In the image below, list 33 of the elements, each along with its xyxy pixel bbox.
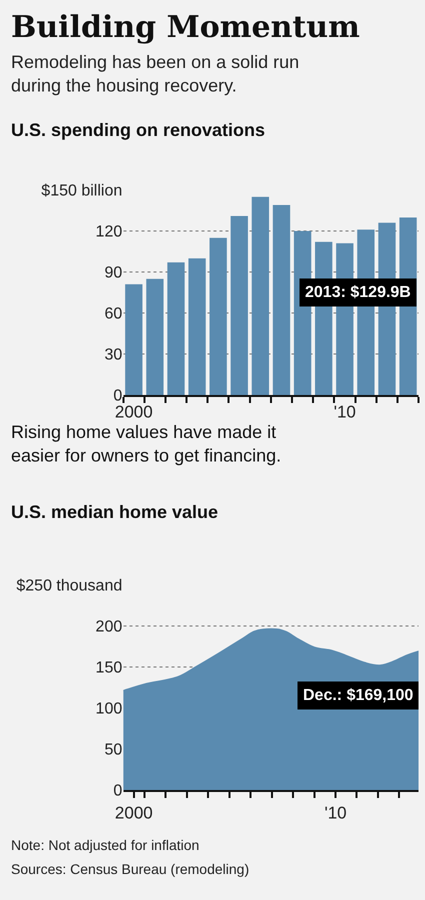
y-axis-title: U.S. spending on renovations	[11, 120, 266, 140]
chart-title: Rising home values have made it easier for owners to get financing.	[11, 422, 282, 466]
y-tick-label: 50	[104, 742, 122, 759]
annotation: Dec.: $169,100	[303, 687, 414, 704]
y-tick-label: 0	[113, 782, 122, 800]
y-tick-label: $250 thousand	[16, 578, 122, 595]
y-axis-title: U.S. median home value	[11, 502, 218, 522]
bar	[167, 262, 185, 395]
y-tick-label: 90	[104, 264, 122, 282]
bar	[230, 216, 248, 395]
y-tick-label: 0	[113, 388, 122, 405]
y-tick-label: 100	[96, 700, 122, 718]
bar	[252, 196, 270, 395]
annotation: 2013: $129.9B	[305, 284, 411, 301]
text: Note: Not adjusted for inflation	[11, 837, 200, 853]
bar	[188, 258, 206, 395]
bar	[125, 284, 142, 395]
x-tick-label: '10	[334, 402, 356, 422]
y-tick-label: 120	[96, 224, 122, 241]
y-tick-label: 200	[96, 618, 122, 636]
x-tick-label: '10	[324, 803, 347, 822]
chart-subtitle: Remodeling has been on a solid run during the housing recovery.	[11, 52, 300, 96]
y-tick-label: $150 billion	[41, 182, 122, 200]
bar	[146, 278, 164, 395]
y-tick-label: 30	[104, 346, 122, 364]
bar	[272, 205, 290, 395]
bar	[210, 238, 227, 395]
y-tick-label: 60	[104, 306, 122, 323]
y-tick-label: 150	[96, 660, 122, 677]
source-note: Sources: Census Bureau (remodeling)	[11, 861, 250, 877]
chart-title: Building Momentum	[11, 10, 360, 45]
x-tick-label: 2000	[114, 803, 153, 822]
x-tick-label: 2000	[114, 402, 153, 422]
